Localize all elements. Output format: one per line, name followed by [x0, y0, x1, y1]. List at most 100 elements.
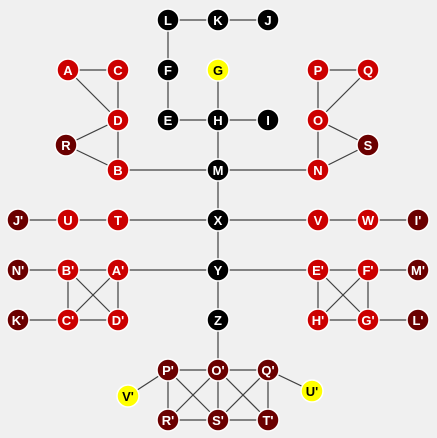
node-label: A' [112, 263, 124, 278]
node-label: N' [12, 263, 24, 278]
node-circle [256, 358, 280, 382]
node-t: T [106, 208, 130, 232]
node-circle [206, 208, 230, 232]
node-circle [56, 208, 80, 232]
node-label: O' [211, 363, 224, 378]
node-l: L [156, 8, 180, 32]
node-circle [206, 108, 230, 132]
node-circle [156, 8, 180, 32]
node-label: C' [62, 313, 74, 328]
node-t-prime: T' [256, 408, 280, 432]
node-f-prime: F' [356, 258, 380, 282]
node-label: L' [412, 313, 423, 328]
node-d-prime: D' [106, 308, 130, 332]
node-label: M [213, 163, 224, 178]
node-u-prime: U' [300, 379, 324, 403]
node-circle [206, 408, 230, 432]
node-b-prime: B' [56, 258, 80, 282]
node-label: V [314, 213, 323, 228]
node-a-prime: A' [106, 258, 130, 282]
node-d: D [106, 108, 130, 132]
node-label: Y [214, 263, 223, 278]
node-circle [106, 208, 130, 232]
node-w: W [356, 208, 380, 232]
node-label: J' [13, 213, 23, 228]
node-s: S [356, 133, 380, 157]
edge-q-prime-s-prime [217, 369, 269, 421]
node-label: K' [12, 313, 24, 328]
node-m: M [206, 158, 230, 182]
node-m-prime: M' [406, 258, 430, 282]
node-o: O [306, 108, 330, 132]
node-label: B [113, 163, 122, 178]
node-f: F [156, 58, 180, 82]
node-circle [406, 258, 430, 282]
node-circle [106, 308, 130, 332]
node-h-prime: H' [306, 308, 330, 332]
edge-f-prime-h-prime [317, 269, 369, 321]
node-v: V [306, 208, 330, 232]
node-q-prime: Q' [256, 358, 280, 382]
node-i: I [256, 108, 280, 132]
node-circle [406, 208, 430, 232]
node-circle [356, 133, 380, 157]
node-label: W [362, 213, 375, 228]
node-layer: L K J F G E H I A C D R B M P Q O S N J' U T X V W I' N' B' A' Y E' F' M… [6, 8, 430, 432]
edge-a-prime-c-prime [67, 269, 119, 321]
node-a: A [56, 58, 80, 82]
node-label: S [364, 138, 373, 153]
edge-q-o [317, 69, 369, 121]
node-circle [306, 108, 330, 132]
node-circle [356, 208, 380, 232]
node-circle [156, 108, 180, 132]
node-label: R [61, 138, 71, 153]
node-label: F [164, 63, 172, 78]
node-b: B [106, 158, 130, 182]
node-circle [56, 308, 80, 332]
node-label: K [213, 13, 223, 28]
node-circle [406, 308, 430, 332]
node-circle [306, 208, 330, 232]
node-k-prime: K' [6, 308, 30, 332]
node-label: T [114, 213, 122, 228]
node-circle [206, 358, 230, 382]
node-l-prime: L' [406, 308, 430, 332]
node-label: P [314, 63, 323, 78]
node-label: H [213, 113, 222, 128]
node-circle [306, 158, 330, 182]
node-label: X [214, 213, 223, 228]
node-r-prime: R' [156, 408, 180, 432]
node-label: O [313, 113, 323, 128]
node-circle [156, 58, 180, 82]
node-label: Q [363, 63, 373, 78]
node-label: E [164, 113, 173, 128]
node-circle [256, 408, 280, 432]
node-label: N [313, 163, 322, 178]
node-label: C [113, 63, 123, 78]
node-label: R' [162, 413, 174, 428]
node-circle [206, 158, 230, 182]
edge-o-prime-r-prime [167, 369, 219, 421]
node-y: Y [206, 258, 230, 282]
node-circle [356, 258, 380, 282]
node-label: B' [62, 263, 74, 278]
node-h: H [206, 108, 230, 132]
node-g-prime: G' [356, 308, 380, 332]
node-circle [56, 258, 80, 282]
node-circle [206, 258, 230, 282]
node-circle [156, 358, 180, 382]
node-c-prime: C' [56, 308, 80, 332]
node-label: Q' [261, 363, 274, 378]
node-j: J [256, 8, 280, 32]
node-o-prime: O' [206, 358, 230, 382]
node-p-prime: P' [156, 358, 180, 382]
node-q: Q [356, 58, 380, 82]
node-label: U' [306, 384, 318, 399]
node-label: G' [361, 313, 374, 328]
node-label: F' [362, 263, 373, 278]
node-e: E [156, 108, 180, 132]
node-v-prime: V' [116, 384, 140, 408]
node-p: P [306, 58, 330, 82]
